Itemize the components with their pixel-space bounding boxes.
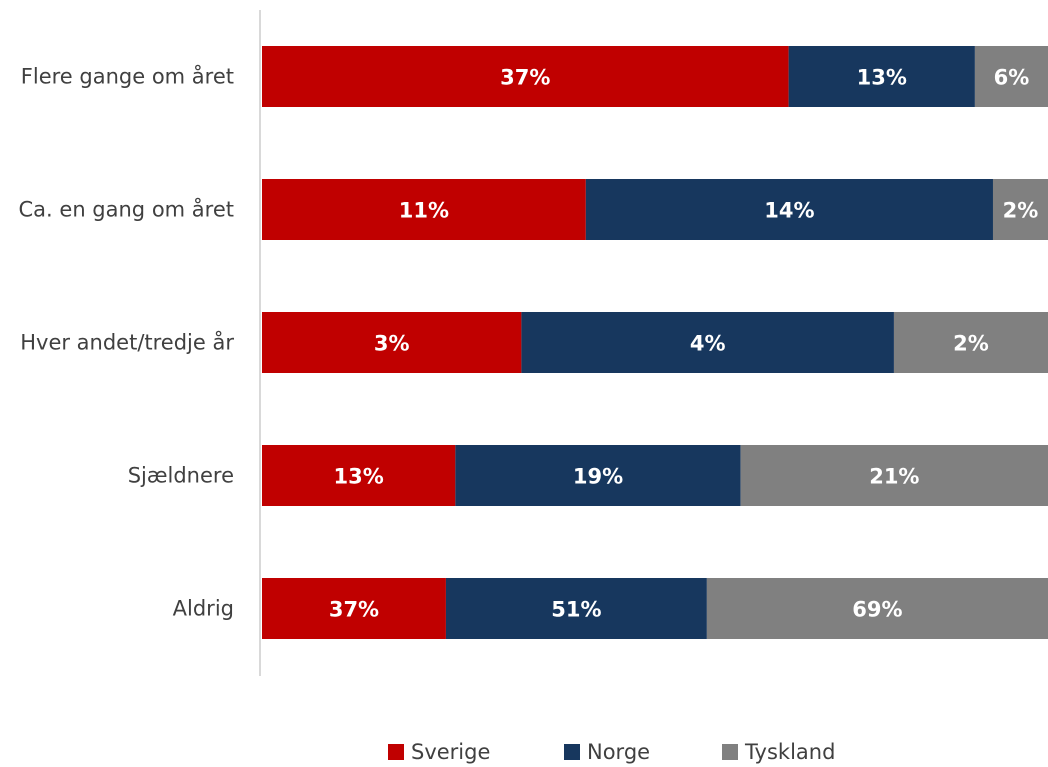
data-label: 51% [551, 598, 601, 622]
legend-label: Tyskland [744, 740, 835, 764]
legend-label: Norge [587, 740, 650, 764]
data-label: 37% [329, 598, 379, 622]
legend-label: Sverige [411, 740, 490, 764]
data-label: 13% [334, 465, 384, 489]
category-label: Ca. en gang om året [19, 197, 234, 222]
data-label: 19% [573, 465, 623, 489]
bar-segment-tyskland [992, 179, 1048, 240]
bar-segment-tyskland [706, 578, 1048, 639]
bar-segment-norge [521, 312, 894, 373]
category-label: Flere gange om året [21, 64, 234, 89]
legend-swatch-tyskland [722, 744, 738, 760]
data-label: 2% [1003, 199, 1039, 223]
legend: Sverige Norge Tyskland [388, 740, 835, 764]
bar-segment-tyskland [974, 46, 1048, 107]
data-label: 4% [690, 332, 726, 356]
data-label: 6% [994, 66, 1030, 90]
bars-group: 37% 13% 6% 11% 14% 2% 3% 4% 2% 13% 19% 21% 37% 51% 69% [262, 46, 1048, 639]
bar-segment-norge [788, 46, 975, 107]
legend-swatch-norge [564, 744, 580, 760]
data-label: 21% [869, 465, 919, 489]
bar-segment-tyskland [740, 445, 1048, 506]
data-label: 14% [764, 199, 814, 223]
category-label: Sjældnere [128, 464, 234, 488]
bar-segment-sverige [262, 179, 586, 240]
bar-segment-norge [445, 578, 707, 639]
bar-segment-sverige [262, 46, 789, 107]
bar-segment-norge [585, 179, 993, 240]
category-labels-group: Flere gange om året Ca. en gang om året Hv… [19, 64, 235, 621]
data-label: 13% [857, 66, 907, 90]
bar-segment-sverige [262, 445, 456, 506]
data-label: 69% [852, 598, 902, 622]
data-label: 3% [374, 332, 410, 356]
data-label: 11% [399, 199, 449, 223]
bar-segment-sverige [262, 578, 446, 639]
data-label: 2% [953, 332, 989, 356]
bar-segment-sverige [262, 312, 522, 373]
data-label: 37% [500, 66, 550, 90]
bar-segment-norge [455, 445, 741, 506]
category-label: Aldrig [173, 597, 234, 621]
legend-swatch-sverige [388, 744, 404, 760]
category-label: Hver andet/tredje år [20, 330, 234, 355]
bar-segment-tyskland [893, 312, 1048, 373]
